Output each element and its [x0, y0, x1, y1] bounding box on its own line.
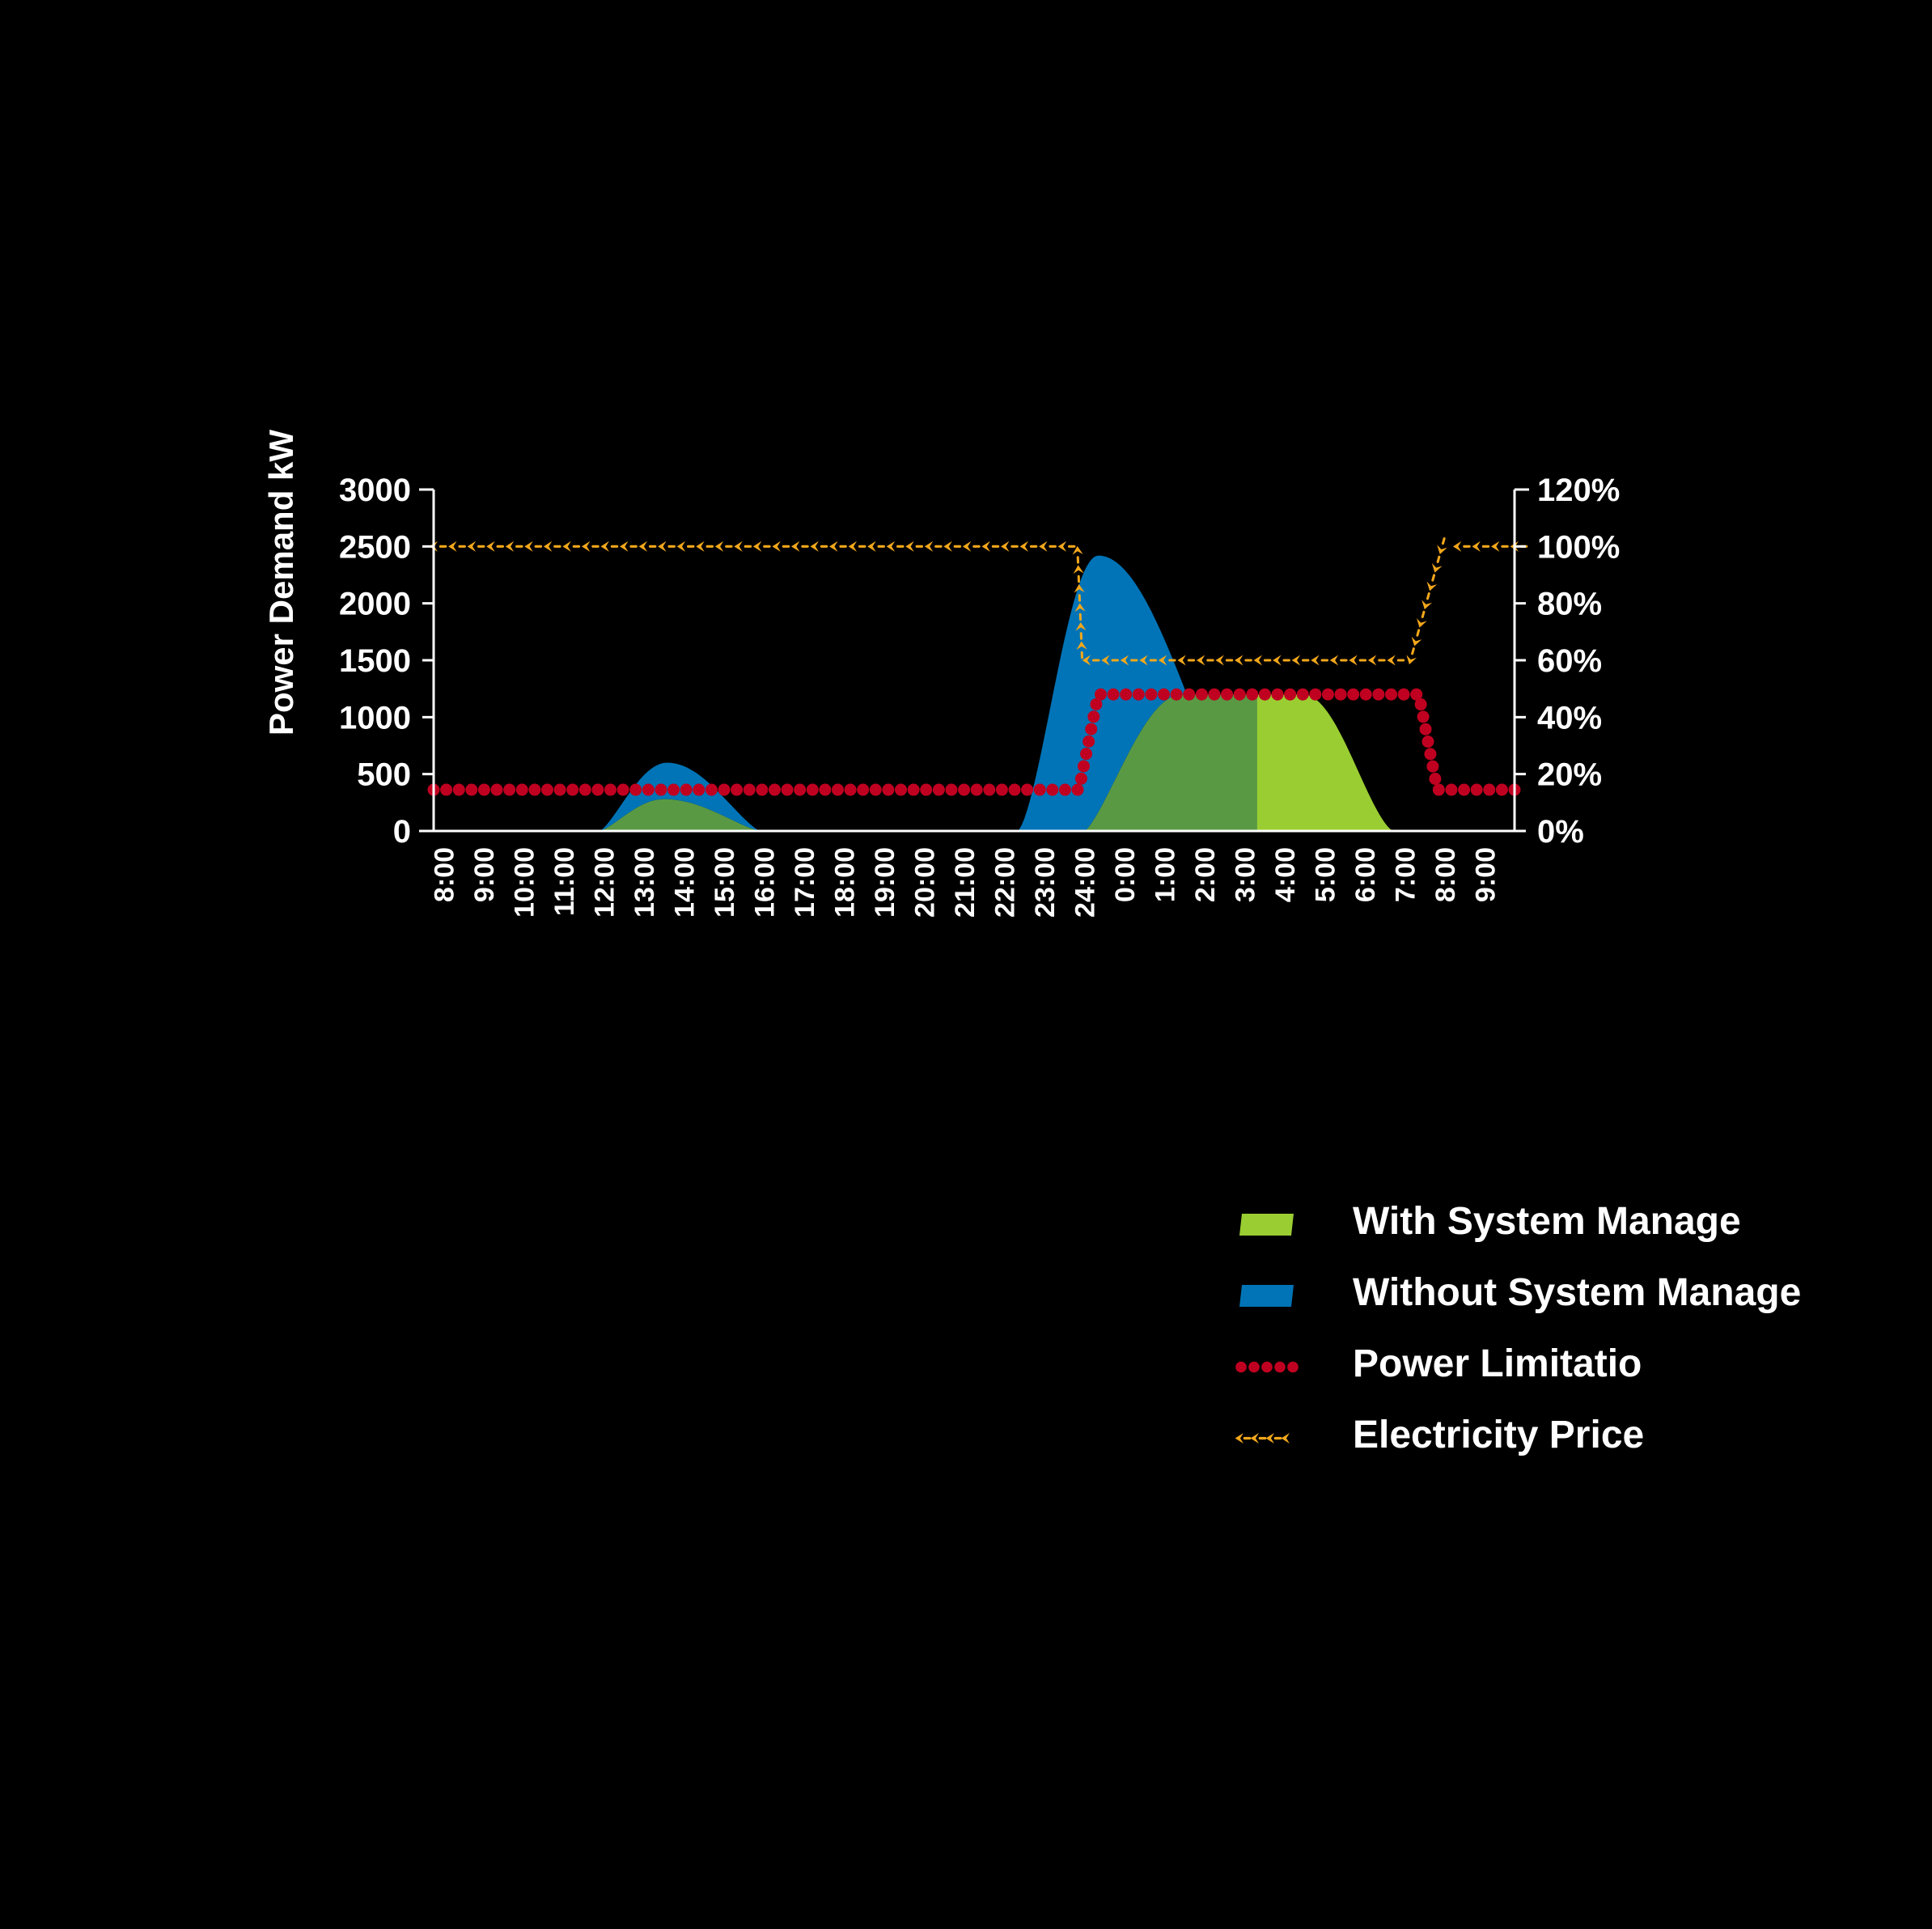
- svg-text:0:00: 0:00: [1110, 847, 1141, 902]
- svg-text:0%: 0%: [1537, 814, 1584, 850]
- svg-text:4:00: 4:00: [1270, 847, 1301, 902]
- svg-text:12:00: 12:00: [590, 847, 621, 918]
- svg-text:100%: 100%: [1537, 529, 1620, 565]
- svg-text:40%: 40%: [1537, 700, 1602, 736]
- svg-text:8:00: 8:00: [1430, 847, 1461, 902]
- svg-text:2:00: 2:00: [1190, 847, 1221, 902]
- svg-text:15:00: 15:00: [710, 847, 740, 918]
- svg-text:Electricity Price: Electricity Price: [1353, 1414, 1644, 1456]
- svg-text:13:00: 13:00: [629, 847, 660, 918]
- svg-text:With System Manage: With System Manage: [1353, 1200, 1741, 1243]
- svg-text:5:00: 5:00: [1310, 847, 1341, 902]
- svg-text:2000: 2000: [339, 587, 411, 622]
- svg-text:3:00: 3:00: [1230, 847, 1260, 902]
- svg-text:6:00: 6:00: [1350, 847, 1381, 902]
- svg-text:500: 500: [357, 757, 411, 793]
- svg-text:11:00: 11:00: [549, 847, 580, 916]
- svg-text:3000: 3000: [339, 473, 411, 508]
- svg-text:20:00: 20:00: [910, 847, 941, 918]
- svg-text:1500: 1500: [339, 643, 411, 679]
- svg-text:Without System Manage: Without System Manage: [1353, 1271, 1801, 1314]
- svg-text:17:00: 17:00: [790, 847, 820, 918]
- svg-text:8:00: 8:00: [430, 847, 460, 902]
- svg-text:19:00: 19:00: [870, 847, 900, 918]
- svg-text:20%: 20%: [1537, 757, 1602, 793]
- svg-text:1:00: 1:00: [1150, 847, 1180, 902]
- svg-text:16:00: 16:00: [750, 847, 781, 918]
- svg-text:Power Limitatio: Power Limitatio: [1353, 1342, 1642, 1385]
- svg-text:60%: 60%: [1537, 643, 1602, 679]
- svg-text:10:00: 10:00: [510, 847, 540, 918]
- svg-text:7:00: 7:00: [1390, 847, 1421, 902]
- svg-text:2500: 2500: [339, 529, 411, 565]
- svg-text:1000: 1000: [339, 700, 411, 736]
- svg-text:21:00: 21:00: [950, 847, 981, 918]
- svg-text:0: 0: [393, 814, 411, 850]
- svg-text:24:00: 24:00: [1070, 847, 1100, 918]
- svg-text:Power Demand kW: Power Demand kW: [262, 430, 300, 736]
- svg-text:80%: 80%: [1537, 587, 1602, 622]
- svg-text:14:00: 14:00: [670, 847, 701, 918]
- svg-text:9:00: 9:00: [1470, 847, 1501, 902]
- svg-text:23:00: 23:00: [1030, 847, 1061, 918]
- svg-text:120%: 120%: [1537, 473, 1620, 508]
- svg-text:9:00: 9:00: [469, 847, 500, 902]
- svg-text:22:00: 22:00: [989, 847, 1020, 918]
- svg-text:18:00: 18:00: [830, 847, 861, 918]
